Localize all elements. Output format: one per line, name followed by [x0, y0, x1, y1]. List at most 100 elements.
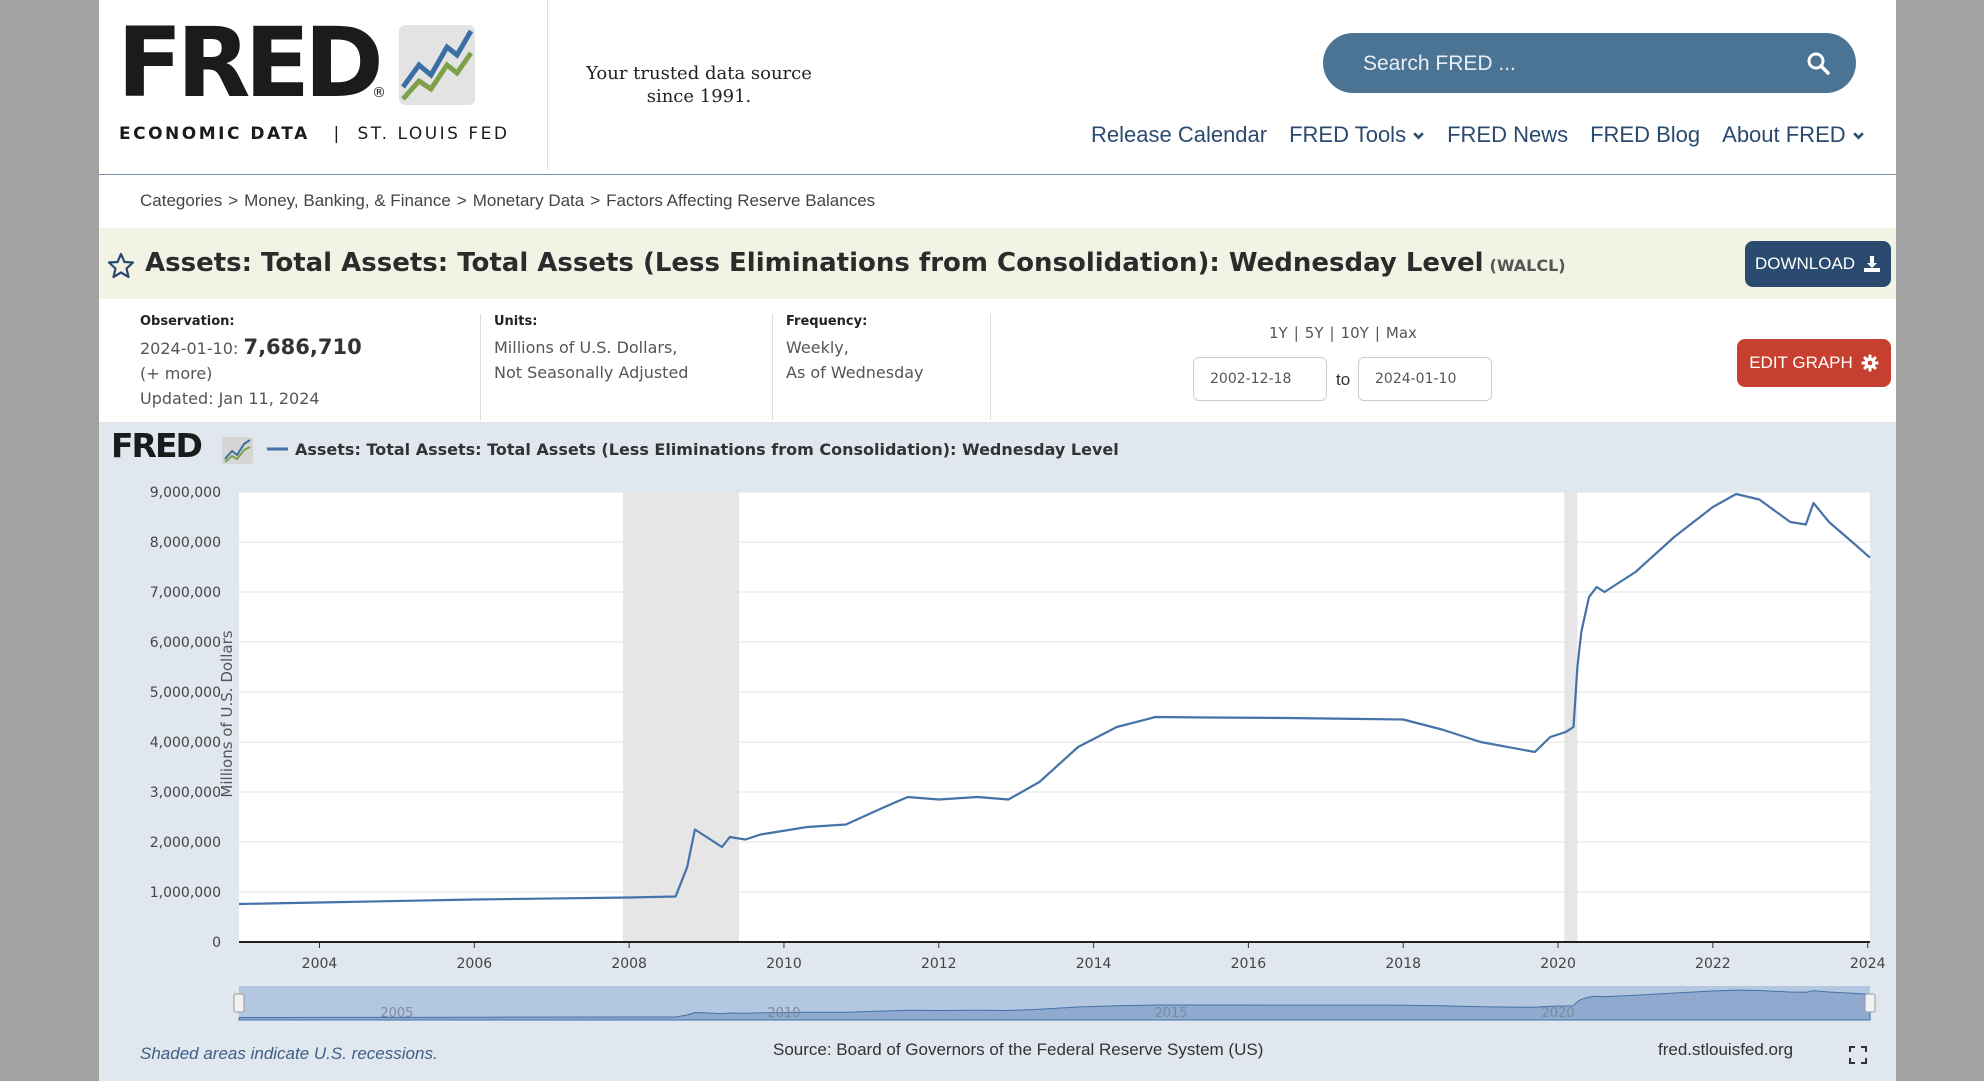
y-tick-label: 4,000,000 — [150, 735, 221, 751]
navigator-series — [238, 989, 1871, 1021]
navigator-label: 2015 — [1154, 1006, 1187, 1021]
range-link-max[interactable]: Max — [1385, 324, 1417, 342]
nav-item-fred-news[interactable]: FRED News — [1447, 122, 1568, 148]
observation-label: Observation: — [140, 314, 235, 329]
breadcrumb: Categories > Money, Banking, & Finance > Mon… — [140, 191, 875, 211]
units-block: Units: Millions of U.S. Dollars, Not Sea… — [494, 314, 688, 385]
range-links: 1Y | 5Y | 10Y | Max — [1269, 324, 1417, 342]
nav-item-label: FRED News — [1447, 122, 1569, 147]
x-tick-label: 2016 — [1231, 956, 1267, 972]
y-tick-label: 1,000,000 — [150, 885, 221, 901]
meta-divider — [990, 314, 991, 420]
x-tick-label: 2008 — [611, 956, 647, 972]
nav-item-release-calendar[interactable]: Release Calendar — [1091, 122, 1267, 148]
nav-item-label: FRED Blog — [1590, 122, 1701, 147]
frequency-line2: As of Wednesday — [786, 363, 924, 382]
chart[interactable]: FRED Assets: Total Assets: Total Assets … — [99, 422, 1896, 1032]
breadcrumb-separator: > — [590, 191, 601, 210]
x-tick-label: 2018 — [1385, 956, 1421, 972]
x-tick-label: 2022 — [1695, 956, 1731, 972]
range-link-5y[interactable]: 5Y — [1304, 324, 1324, 342]
nav-item-about-fred[interactable]: About FRED — [1722, 122, 1865, 148]
chevron-down-icon — [1413, 131, 1424, 140]
page-title: Assets: Total Assets: Total Assets (Less… — [145, 248, 1566, 278]
nav-item-label: About FRED — [1722, 122, 1846, 147]
range-separator: | — [1293, 324, 1299, 342]
x-tick-label: 2024 — [1850, 956, 1886, 972]
frequency-block: Frequency: Weekly, As of Wednesday — [786, 314, 924, 385]
fred-logo[interactable]: FRED ® ECONOMIC DATA | ST. LOUIS FED — [99, 0, 548, 170]
units-line1: Millions of U.S. Dollars, — [494, 338, 678, 357]
recession-shade — [622, 492, 740, 942]
breadcrumb-separator: > — [228, 191, 239, 210]
logo-subtitle: ECONOMIC DATA | ST. LOUIS FED — [119, 124, 510, 144]
x-tick-label: 2012 — [921, 956, 957, 972]
star-icon[interactable] — [107, 252, 135, 280]
nav-item-label: Release Calendar — [1091, 122, 1268, 147]
y-tick-label: 3,000,000 — [150, 785, 221, 801]
breadcrumb-item[interactable]: Factors Affecting Reserve Balances — [606, 191, 876, 210]
range-separator: | — [1374, 324, 1380, 342]
x-tick-label: 2014 — [1076, 956, 1112, 972]
logo-wordmark: FRED — [117, 7, 384, 119]
x-tick-label: 2006 — [457, 956, 493, 972]
start-date-input[interactable] — [1193, 357, 1327, 401]
y-tick-label: 6,000,000 — [150, 635, 221, 651]
y-tick-label: 0 — [212, 935, 221, 951]
navigator-label: 2005 — [380, 1006, 413, 1021]
site-header: FRED ® ECONOMIC DATA | ST. LOUIS FED You… — [99, 0, 1896, 175]
nav-item-fred-tools[interactable]: FRED Tools — [1289, 122, 1425, 148]
updated-date: Updated: Jan 11, 2024 — [140, 389, 320, 408]
download-button[interactable]: DOWNLOAD — [1745, 241, 1891, 287]
observation-date: 2024-01-10: — [140, 339, 239, 358]
to-label: to — [1336, 370, 1351, 389]
series-title-bar: Assets: Total Assets: Total Assets (Less… — [99, 228, 1896, 299]
y-tick-label: 8,000,000 — [150, 535, 221, 551]
frequency-line1: Weekly, — [786, 338, 849, 357]
navigator-handle[interactable] — [1864, 993, 1876, 1013]
navigator-label: 2010 — [767, 1006, 800, 1021]
gear-icon — [1861, 354, 1879, 372]
svg-text:FRED: FRED — [111, 426, 201, 465]
x-tick-label: 2020 — [1540, 956, 1576, 972]
breadcrumb-item[interactable]: Categories — [140, 191, 223, 210]
end-date-input[interactable] — [1358, 357, 1492, 401]
recession-note: Shaded areas indicate U.S. recessions. — [140, 1044, 438, 1063]
breadcrumb-separator: > — [456, 191, 467, 210]
navigator-handle[interactable] — [233, 993, 245, 1013]
y-tick-label: 5,000,000 — [150, 685, 221, 701]
page: FRED ® ECONOMIC DATA | ST. LOUIS FED You… — [99, 0, 1896, 1081]
legend-series-name: Assets: Total Assets: Total Assets (Less… — [295, 440, 1119, 459]
breadcrumb-item[interactable]: Money, Banking, & Finance — [244, 191, 451, 210]
x-tick-label: 2010 — [766, 956, 802, 972]
series-id: (WALCL) — [1489, 256, 1566, 275]
edit-graph-button[interactable]: EDIT GRAPH — [1737, 339, 1891, 387]
units-line2: Not Seasonally Adjusted — [494, 363, 689, 382]
fullscreen-icon[interactable] — [1849, 1046, 1867, 1064]
registered-mark: ® — [372, 85, 386, 101]
plot-background — [239, 492, 1870, 942]
logo-graph-icon — [399, 25, 475, 105]
download-icon — [1864, 256, 1881, 272]
search-input[interactable] — [1361, 33, 1795, 95]
units-label: Units: — [494, 314, 538, 329]
more-observations-link[interactable]: (+ more) — [140, 364, 213, 383]
meta-divider — [772, 314, 773, 420]
source-note: Source: Board of Governors of the Federa… — [773, 1040, 1264, 1059]
search-bar[interactable] — [1323, 33, 1856, 95]
series-meta: Observation: 2024-01-10: 7,686,710 (+ mo… — [99, 300, 1896, 422]
range-separator: | — [1329, 324, 1335, 342]
breadcrumb-item[interactable]: Monetary Data — [472, 191, 585, 210]
search-icon[interactable] — [1806, 51, 1830, 75]
observation-block: Observation: 2024-01-10: 7,686,710 (+ mo… — [140, 314, 362, 411]
y-tick-label: 7,000,000 — [150, 585, 221, 601]
range-link-1y[interactable]: 1Y — [1269, 324, 1288, 342]
fred-url[interactable]: fred.stlouisfed.org — [1658, 1040, 1794, 1059]
navigator-label: 2020 — [1541, 1006, 1574, 1021]
chart-panel: FRED Assets: Total Assets: Total Assets … — [99, 422, 1896, 1081]
nav-item-fred-blog[interactable]: FRED Blog — [1590, 122, 1700, 148]
range-link-10y[interactable]: 10Y — [1340, 324, 1369, 342]
chart-fred-logo: FRED — [111, 426, 253, 465]
observation-value: 7,686,710 — [243, 335, 362, 359]
y-axis-label: Millions of U.S. Dollars — [218, 630, 236, 797]
